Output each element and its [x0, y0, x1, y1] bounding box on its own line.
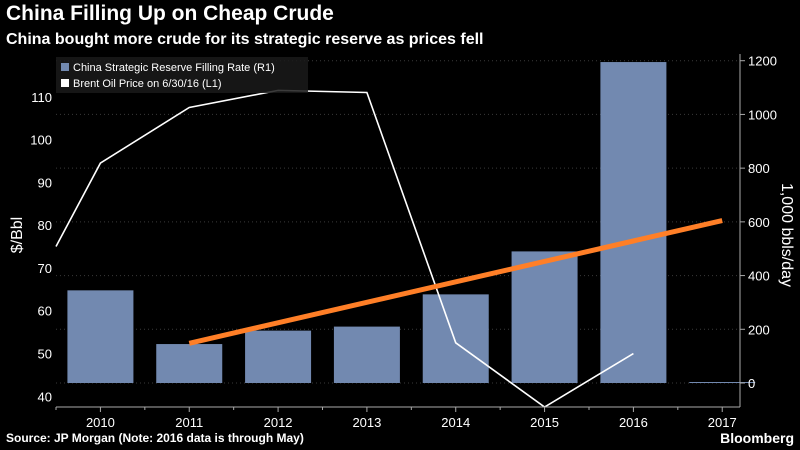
- trend-line: [188, 218, 723, 346]
- x-tick-label: 2010: [86, 415, 115, 430]
- x-tick-label: 2016: [619, 415, 648, 430]
- right-axis-ticks: 1200 1000 800 600 400 200 0: [740, 54, 777, 391]
- y-tick-label: 50: [38, 347, 52, 362]
- brent-price-line: [55, 89, 634, 408]
- bar-2013: [333, 326, 400, 383]
- bloomberg-logo: Bloomberg: [720, 430, 794, 446]
- y2-tick-label: 1000: [748, 107, 777, 122]
- y-tick-label: 90: [38, 175, 52, 190]
- legend-label-brent: Brent Oil Price on 6/30/16 (L1): [73, 78, 222, 90]
- y2-tick-label: 0: [748, 376, 755, 391]
- x-tick-label: 2014: [441, 415, 470, 430]
- legend-swatch-reserve: [61, 63, 69, 71]
- bar-2011: [156, 344, 223, 383]
- x-tick-label: 2017: [708, 415, 737, 430]
- y-tick-label: 110: [31, 90, 52, 105]
- x-tick-label: 2011: [175, 415, 203, 430]
- y2-tick-label: 600: [748, 215, 770, 230]
- y2-tick-label: 200: [748, 322, 770, 337]
- bar-2014: [422, 294, 489, 383]
- source-note: Source: JP Morgan (Note: 2016 data is th…: [6, 431, 304, 445]
- legend: China Strategic Reserve Filling Rate (R1…: [56, 57, 308, 93]
- bar-2015: [511, 251, 578, 383]
- x-tick-label: 2013: [352, 415, 381, 430]
- legend-background: [56, 57, 308, 93]
- legend-swatch-brent: [61, 79, 69, 87]
- bar-2017: [689, 382, 756, 383]
- y-tick-label: 70: [38, 261, 52, 276]
- x-tick-label: 2015: [530, 415, 559, 430]
- y-tick-label: 100: [30, 133, 52, 148]
- bar-2012: [245, 330, 312, 383]
- y-tick-label: 40: [38, 389, 52, 404]
- chart-title: China Filling Up on Cheap Crude: [6, 2, 334, 25]
- x-tick-label: 2012: [264, 415, 293, 430]
- y-axis-label: $/Bbl: [9, 217, 26, 253]
- x-axis-ticks: 2010 2011 2012 2013 2014 2015 2016 2017: [55, 407, 737, 430]
- y-tick-label: 60: [38, 304, 52, 319]
- bar-2010: [67, 290, 134, 383]
- bar-series: [67, 62, 756, 384]
- y-tick-label: 80: [38, 218, 52, 233]
- chart-subtitle: China bought more crude for its strategi…: [6, 31, 484, 48]
- legend-label-reserve: China Strategic Reserve Filling Rate (R1…: [73, 62, 275, 74]
- y2-axis-label: 1,000 bbls/day: [778, 183, 795, 287]
- left-axis-ticks: 110 100 90 80 70 60 50 40: [30, 90, 52, 405]
- y2-tick-label: 1200: [748, 54, 777, 69]
- y2-tick-label: 400: [748, 269, 770, 284]
- bar-2016: [600, 62, 667, 384]
- y2-tick-label: 800: [748, 161, 770, 176]
- axes: [56, 54, 741, 408]
